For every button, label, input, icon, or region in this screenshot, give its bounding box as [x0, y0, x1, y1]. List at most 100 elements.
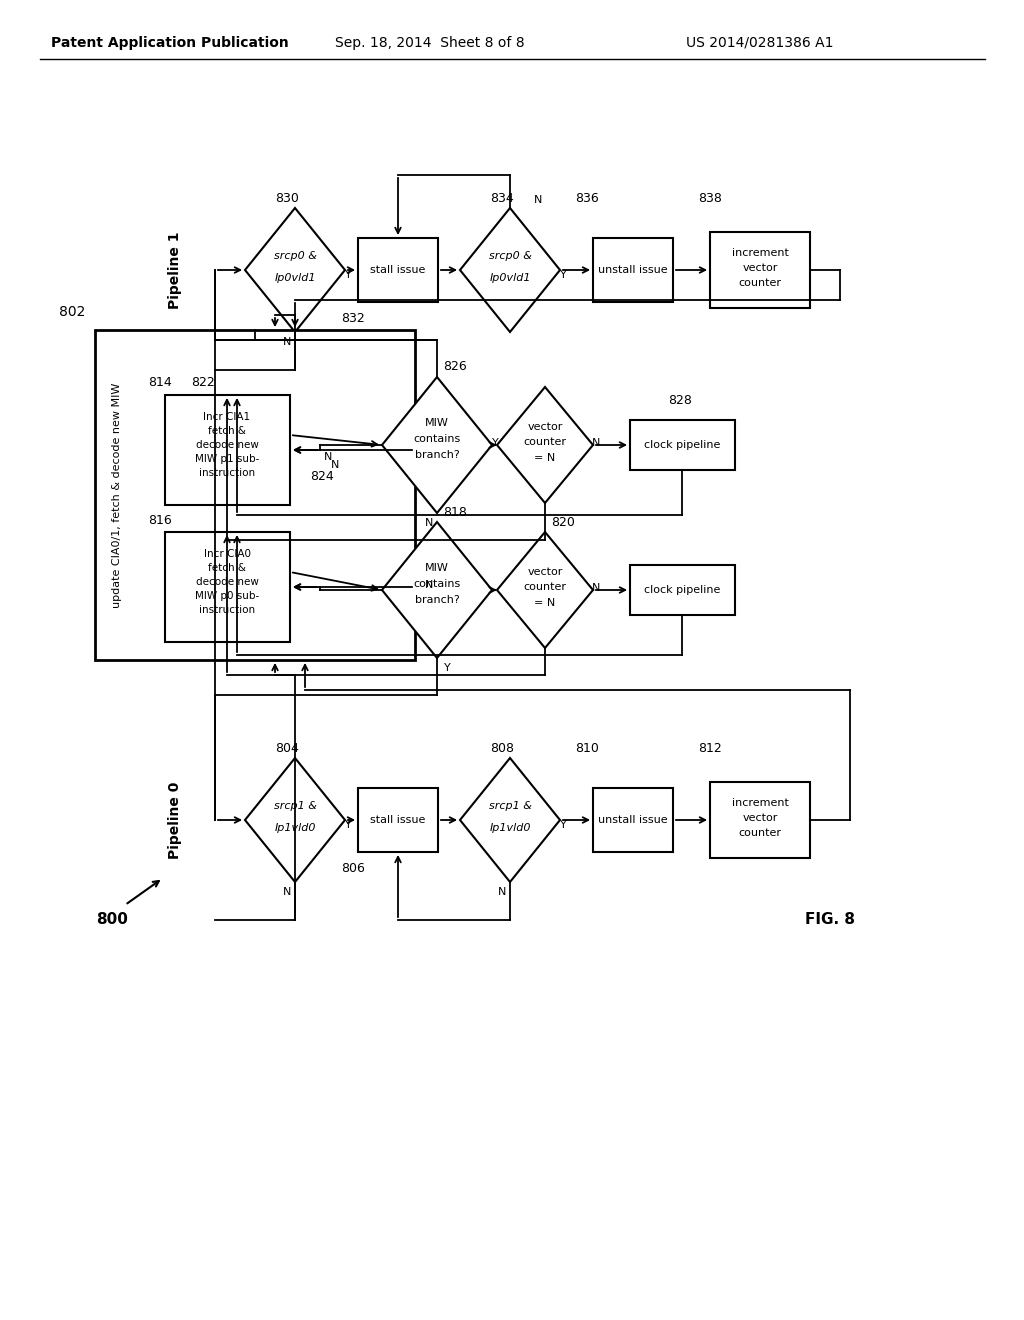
Text: N: N	[324, 451, 332, 462]
Bar	[358, 238, 438, 302]
Text: counter: counter	[738, 279, 781, 288]
Text: N: N	[283, 337, 291, 347]
Text: N: N	[425, 579, 433, 590]
Text: 834: 834	[490, 191, 514, 205]
Bar	[630, 420, 735, 470]
Text: vector: vector	[742, 263, 777, 273]
Text: 824: 824	[310, 470, 334, 483]
Text: counter: counter	[738, 828, 781, 838]
Text: N: N	[331, 459, 339, 470]
Text: 806: 806	[341, 862, 365, 874]
Text: branch?: branch?	[415, 450, 460, 459]
Text: 812: 812	[698, 742, 722, 755]
Text: 828: 828	[668, 393, 692, 407]
Text: Ip1vld0: Ip1vld0	[274, 822, 315, 833]
Polygon shape	[460, 758, 560, 882]
Polygon shape	[497, 532, 593, 648]
Text: MIW: MIW	[425, 418, 449, 428]
Text: increment: increment	[731, 248, 788, 257]
Text: 822: 822	[191, 376, 215, 389]
Text: Ip0vld1: Ip0vld1	[274, 273, 315, 282]
Text: vector: vector	[527, 422, 562, 432]
Text: stall issue: stall issue	[371, 265, 426, 275]
Text: unstall issue: unstall issue	[598, 814, 668, 825]
Text: Ip1vld0: Ip1vld0	[489, 822, 530, 833]
Text: 836: 836	[575, 191, 599, 205]
Text: clock pipeline: clock pipeline	[644, 440, 720, 450]
Text: 826: 826	[443, 360, 467, 374]
Bar	[710, 232, 810, 308]
Text: decode new: decode new	[196, 440, 258, 450]
Text: increment: increment	[731, 799, 788, 808]
Text: srcp1 &: srcp1 &	[488, 801, 531, 810]
Text: MIW p0 sub-: MIW p0 sub-	[195, 591, 259, 601]
Text: 816: 816	[148, 513, 172, 527]
Text: MIW: MIW	[425, 564, 449, 573]
Text: N: N	[498, 887, 506, 898]
Text: branch?: branch?	[415, 595, 460, 605]
Text: counter: counter	[523, 582, 566, 591]
Text: srcp1 &: srcp1 &	[273, 801, 316, 810]
Text: 814: 814	[148, 376, 172, 389]
Text: clock pipeline: clock pipeline	[644, 585, 720, 595]
Text: vector: vector	[527, 568, 562, 577]
Text: Patent Application Publication: Patent Application Publication	[51, 36, 289, 50]
Text: Y: Y	[443, 663, 451, 673]
Text: = N: = N	[535, 598, 556, 609]
Text: Sep. 18, 2014  Sheet 8 of 8: Sep. 18, 2014 Sheet 8 of 8	[335, 36, 525, 50]
Text: update CIA0/1, fetch & decode new MIW: update CIA0/1, fetch & decode new MIW	[112, 383, 122, 607]
Text: 818: 818	[443, 506, 467, 519]
Text: contains: contains	[414, 579, 461, 589]
Text: N: N	[534, 195, 542, 205]
Text: Pipeline 1: Pipeline 1	[168, 231, 182, 309]
Text: unstall issue: unstall issue	[598, 265, 668, 275]
Text: Y: Y	[492, 438, 499, 447]
Text: stall issue: stall issue	[371, 814, 426, 825]
Bar	[358, 788, 438, 851]
Text: 838: 838	[698, 191, 722, 205]
Text: counter: counter	[523, 437, 566, 447]
Text: MIW p1 sub-: MIW p1 sub-	[195, 454, 259, 465]
Polygon shape	[245, 758, 345, 882]
Text: Y: Y	[345, 820, 351, 830]
Bar	[593, 238, 673, 302]
Polygon shape	[497, 387, 593, 503]
Text: srcp0 &: srcp0 &	[488, 251, 531, 261]
Text: 802: 802	[58, 305, 85, 319]
Text: fetch &: fetch &	[208, 426, 246, 436]
Text: Y: Y	[345, 271, 351, 280]
Text: N: N	[592, 438, 600, 447]
Text: instruction: instruction	[199, 605, 255, 615]
Text: 830: 830	[275, 191, 299, 205]
Text: N: N	[283, 887, 291, 898]
Text: 800: 800	[96, 912, 128, 928]
Polygon shape	[382, 378, 492, 513]
Text: contains: contains	[414, 434, 461, 444]
Text: srcp0 &: srcp0 &	[273, 251, 316, 261]
Polygon shape	[382, 521, 492, 657]
Bar	[630, 565, 735, 615]
Text: Incr CIA0: Incr CIA0	[204, 549, 251, 558]
Text: Pipeline 0: Pipeline 0	[168, 781, 182, 859]
Text: 832: 832	[341, 312, 365, 325]
Text: 804: 804	[275, 742, 299, 755]
Text: 820: 820	[551, 516, 574, 528]
Text: instruction: instruction	[199, 469, 255, 478]
Text: vector: vector	[742, 813, 777, 822]
Bar	[95, 330, 415, 660]
Polygon shape	[460, 209, 560, 333]
Text: 810: 810	[575, 742, 599, 755]
Text: = N: = N	[535, 453, 556, 463]
Text: Y: Y	[560, 271, 566, 280]
Text: US 2014/0281386 A1: US 2014/0281386 A1	[686, 36, 834, 50]
Text: decode new: decode new	[196, 577, 258, 587]
Text: fetch &: fetch &	[208, 564, 246, 573]
Text: Incr CIA1: Incr CIA1	[204, 412, 251, 422]
Bar	[165, 395, 290, 506]
Bar	[165, 532, 290, 642]
Bar	[710, 781, 810, 858]
Text: N: N	[592, 583, 600, 593]
Bar	[593, 788, 673, 851]
Text: 808: 808	[490, 742, 514, 755]
Text: FIG. 8: FIG. 8	[805, 912, 855, 928]
